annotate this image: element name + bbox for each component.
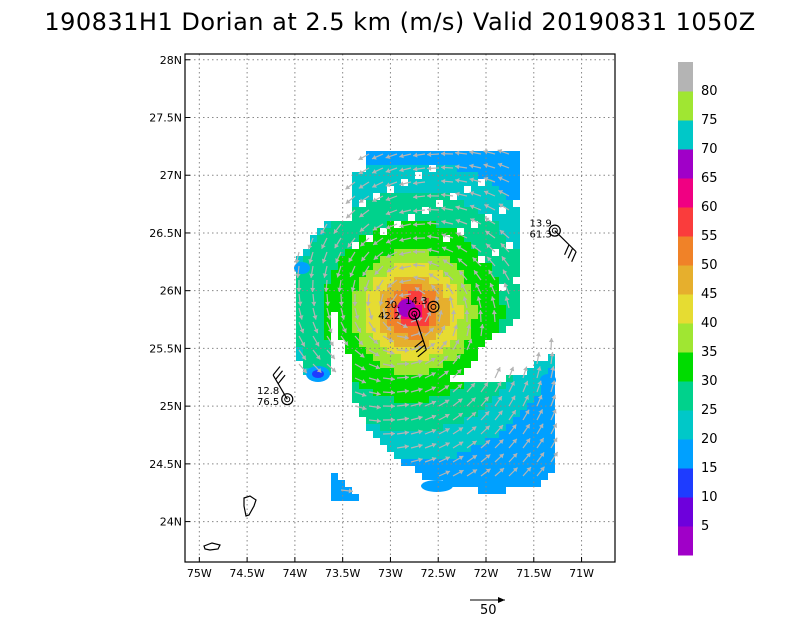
y-tick-label: 26N: [160, 285, 182, 298]
colorbar-label: 60: [701, 200, 718, 215]
chart-title: 190831H1 Dorian at 2.5 km (m/s) Valid 20…: [44, 8, 756, 36]
colorbar-label: 75: [701, 113, 718, 128]
colorbar-segment: [678, 91, 693, 121]
observation-speed: 12.8: [257, 386, 279, 397]
observation-marker: 20.42.2: [378, 300, 427, 358]
colorbar-segment: [678, 207, 693, 237]
y-tick-label: 24N: [160, 516, 182, 529]
colorbar: 5 10 15 20 25 30 35 40 45 50 55 60 65 70 75 80: [678, 62, 718, 556]
colorbar-label: 20: [701, 432, 718, 447]
colorbar-segment: [678, 526, 693, 556]
colorbar-segment: [678, 149, 693, 179]
reference-vector: 50: [470, 597, 505, 618]
y-tick-label: 27N: [160, 169, 182, 182]
x-tick-label: 71W: [569, 567, 594, 580]
x-axis: 75W 74.5W 74W 73.5W 73W 72.5W 72W 71.5W 71W: [187, 557, 594, 580]
observation-speed: 14.3: [405, 296, 427, 307]
y-tick-label: 25.5N: [149, 342, 182, 355]
x-tick-label: 73.5W: [325, 567, 360, 580]
plot-frame: [184, 53, 616, 563]
y-tick-label: 24.5N: [149, 458, 182, 471]
wind-swath: [294, 151, 556, 501]
observation-marker: 12.876.5: [257, 366, 294, 408]
colorbar-segment: [678, 294, 693, 324]
observation-speed: 13.9: [530, 219, 552, 230]
x-tick-label: 73W: [378, 567, 403, 580]
observations: 13.961.312.876.520.42.214.3: [257, 219, 577, 408]
island-outline: [243, 495, 257, 517]
observation-speed: 20.: [384, 300, 400, 311]
colorbar-segment: [678, 323, 693, 353]
colorbar-label: 55: [701, 229, 718, 244]
y-tick-label: 27.5N: [149, 112, 182, 125]
colorbar-segment: [678, 381, 693, 411]
colorbar-label: 5: [701, 519, 709, 534]
colorbar-segment: [678, 120, 693, 150]
colorbar-label: 40: [701, 316, 718, 331]
colorbar-label: 80: [701, 84, 718, 99]
x-tick-label: 75W: [187, 567, 212, 580]
grid-lines: [185, 54, 615, 562]
observation-marker: 14.3: [405, 296, 440, 313]
x-tick-label: 74.5W: [229, 567, 264, 580]
x-tick-label: 71.5W: [516, 567, 551, 580]
x-tick-label: 74W: [282, 567, 307, 580]
coastlines: [203, 495, 257, 551]
observation-marker: 13.961.3: [530, 219, 577, 263]
colorbar-label: 35: [701, 345, 718, 360]
y-tick-label: 28N: [160, 54, 182, 67]
colorbar-label: 50: [701, 258, 718, 273]
wind-vectors: [294, 149, 559, 494]
colorbar-label: 15: [701, 461, 718, 476]
y-tick-label: 26.5N: [149, 227, 182, 240]
y-tick-label: 25N: [160, 400, 182, 413]
colorbar-segment: [678, 178, 693, 208]
x-tick-label: 72.5W: [421, 567, 456, 580]
colorbar-label: 10: [701, 490, 718, 505]
colorbar-label: 30: [701, 374, 718, 389]
colorbar-label: 70: [701, 142, 718, 157]
observation-direction: 61.3: [530, 230, 552, 241]
island-outline: [203, 542, 221, 551]
observation-direction: 76.5: [257, 397, 279, 408]
colorbar-label: 45: [701, 287, 718, 302]
colorbar-segment: [678, 439, 693, 469]
observation-direction: 42.2: [378, 311, 400, 322]
colorbar-segment: [678, 410, 693, 440]
colorbar-label: 25: [701, 403, 718, 418]
colorbar-segment: [678, 468, 693, 498]
y-axis: 24N 24.5N 25N 25.5N 26N 26.5N 27N 27.5N 28N: [149, 54, 190, 529]
colorbar-segment: [678, 497, 693, 527]
colorbar-segment: [678, 352, 693, 382]
reference-vector-label: 50: [480, 603, 497, 618]
x-tick-label: 72W: [474, 567, 499, 580]
colorbar-label: 65: [701, 171, 718, 186]
colorbar-segment: [678, 62, 693, 92]
colorbar-segment: [678, 236, 693, 266]
colorbar-segment: [678, 265, 693, 295]
